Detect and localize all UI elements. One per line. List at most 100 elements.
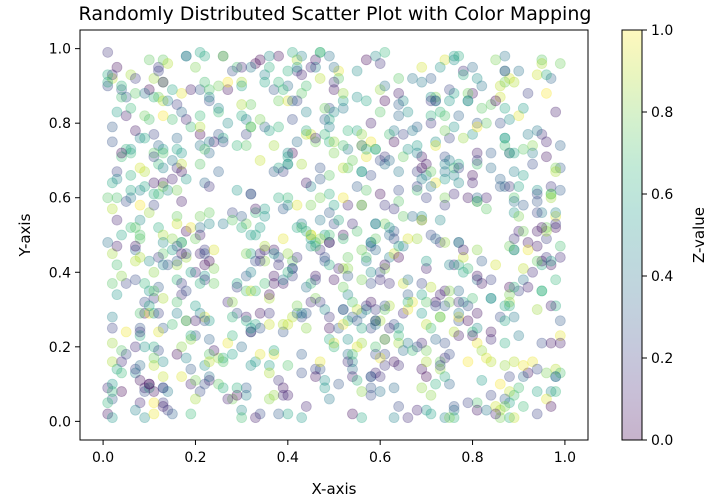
scatter-point bbox=[439, 110, 451, 122]
scatter-point bbox=[106, 121, 118, 133]
scatter-point bbox=[425, 181, 437, 192]
scatter-point bbox=[240, 389, 252, 401]
scatter-point bbox=[439, 54, 451, 66]
scatter-point bbox=[226, 207, 238, 219]
scatter-point bbox=[531, 408, 543, 420]
scatter-point bbox=[277, 278, 289, 289]
scatter-point bbox=[356, 412, 368, 424]
scatter-point bbox=[148, 386, 160, 397]
scatter-point bbox=[476, 374, 488, 386]
scatter-point bbox=[499, 132, 511, 144]
scatter-point bbox=[162, 95, 174, 107]
scatter-point bbox=[226, 393, 238, 405]
scatter-point bbox=[425, 91, 437, 103]
scatter-point bbox=[485, 147, 497, 159]
scatter-point bbox=[480, 404, 492, 416]
scatter-point bbox=[388, 356, 400, 368]
scatter-point bbox=[203, 333, 215, 345]
scatter-point bbox=[194, 121, 206, 133]
scatter-point bbox=[504, 181, 515, 192]
scatter-point bbox=[374, 274, 386, 286]
scatter-point bbox=[162, 386, 174, 397]
scatter-point bbox=[504, 147, 515, 159]
scatter-point bbox=[263, 61, 275, 73]
scatter-point bbox=[291, 65, 303, 77]
scatter-point bbox=[531, 240, 543, 252]
scatter-point bbox=[393, 166, 405, 178]
x-tick-label: 0.8 bbox=[461, 450, 483, 466]
scatter-point bbox=[268, 84, 280, 96]
scatter-point bbox=[485, 292, 497, 304]
scatter-point bbox=[342, 289, 354, 301]
scatter-point bbox=[393, 99, 405, 110]
scatter-point bbox=[351, 225, 363, 237]
scatter-point bbox=[517, 225, 529, 237]
scatter-point bbox=[157, 177, 169, 189]
scatter-point bbox=[536, 207, 548, 219]
scatter-point bbox=[462, 192, 474, 204]
scatter-point bbox=[554, 315, 566, 327]
scatter-point bbox=[180, 352, 192, 364]
scatter-point bbox=[508, 281, 520, 293]
scatter-point bbox=[259, 240, 271, 252]
scatter-point bbox=[508, 196, 520, 207]
scatter-point bbox=[337, 263, 349, 274]
scatter-point bbox=[420, 356, 432, 368]
x-tick-label: 0.6 bbox=[369, 450, 391, 466]
y-tick-label: 0.2 bbox=[49, 340, 71, 356]
scatter-point bbox=[513, 330, 525, 342]
scatter-point bbox=[550, 300, 562, 312]
scatter-point bbox=[125, 102, 137, 114]
scatter-point bbox=[268, 140, 280, 151]
scatter-point bbox=[250, 203, 261, 215]
scatter-point bbox=[356, 386, 368, 397]
scatter-point bbox=[323, 121, 335, 133]
scatter-point bbox=[356, 244, 368, 256]
scatter-point bbox=[217, 136, 229, 148]
scatter-point bbox=[444, 95, 455, 107]
scatter-point bbox=[116, 386, 127, 397]
scatter-point bbox=[148, 147, 160, 159]
scatter-point bbox=[203, 356, 215, 368]
scatter-point bbox=[130, 222, 141, 233]
scatter-point bbox=[314, 192, 326, 204]
scatter-point bbox=[231, 278, 243, 289]
scatter-point bbox=[282, 408, 294, 420]
scatter-point bbox=[236, 210, 248, 222]
scatter-point bbox=[517, 143, 529, 155]
scatter-point bbox=[300, 125, 312, 137]
scatter-point bbox=[347, 218, 358, 230]
scatter-point bbox=[116, 270, 127, 282]
scatter-point bbox=[323, 311, 335, 323]
scatter-point bbox=[176, 341, 188, 353]
scatter-point bbox=[162, 404, 174, 416]
scatter-point bbox=[333, 378, 345, 390]
scatter-point bbox=[342, 125, 354, 137]
scatter-point bbox=[190, 393, 201, 405]
scatter-point bbox=[310, 237, 321, 248]
scatter-point bbox=[402, 296, 414, 308]
colorbar-fill bbox=[621, 29, 643, 441]
scatter-point bbox=[517, 263, 529, 274]
scatter-point bbox=[531, 386, 543, 397]
scatter-point bbox=[439, 337, 451, 349]
scatter-point bbox=[282, 158, 294, 170]
scatter-point bbox=[208, 136, 220, 148]
scatter-point bbox=[342, 356, 354, 368]
scatter-point bbox=[499, 401, 511, 412]
scatter-point bbox=[337, 319, 349, 330]
scatter-point bbox=[453, 50, 465, 62]
scatter-point bbox=[430, 233, 442, 245]
scatter-point bbox=[213, 166, 224, 178]
scatter-point bbox=[536, 54, 548, 66]
scatter-point bbox=[268, 345, 280, 356]
scatter-point bbox=[545, 73, 557, 84]
scatter-point bbox=[333, 322, 345, 334]
scatter-point bbox=[393, 360, 405, 371]
scatter-point bbox=[337, 233, 349, 245]
scatter-point bbox=[291, 251, 303, 263]
scatter-point bbox=[240, 382, 252, 394]
scatter-point bbox=[439, 352, 451, 364]
scatter-point bbox=[494, 404, 506, 416]
